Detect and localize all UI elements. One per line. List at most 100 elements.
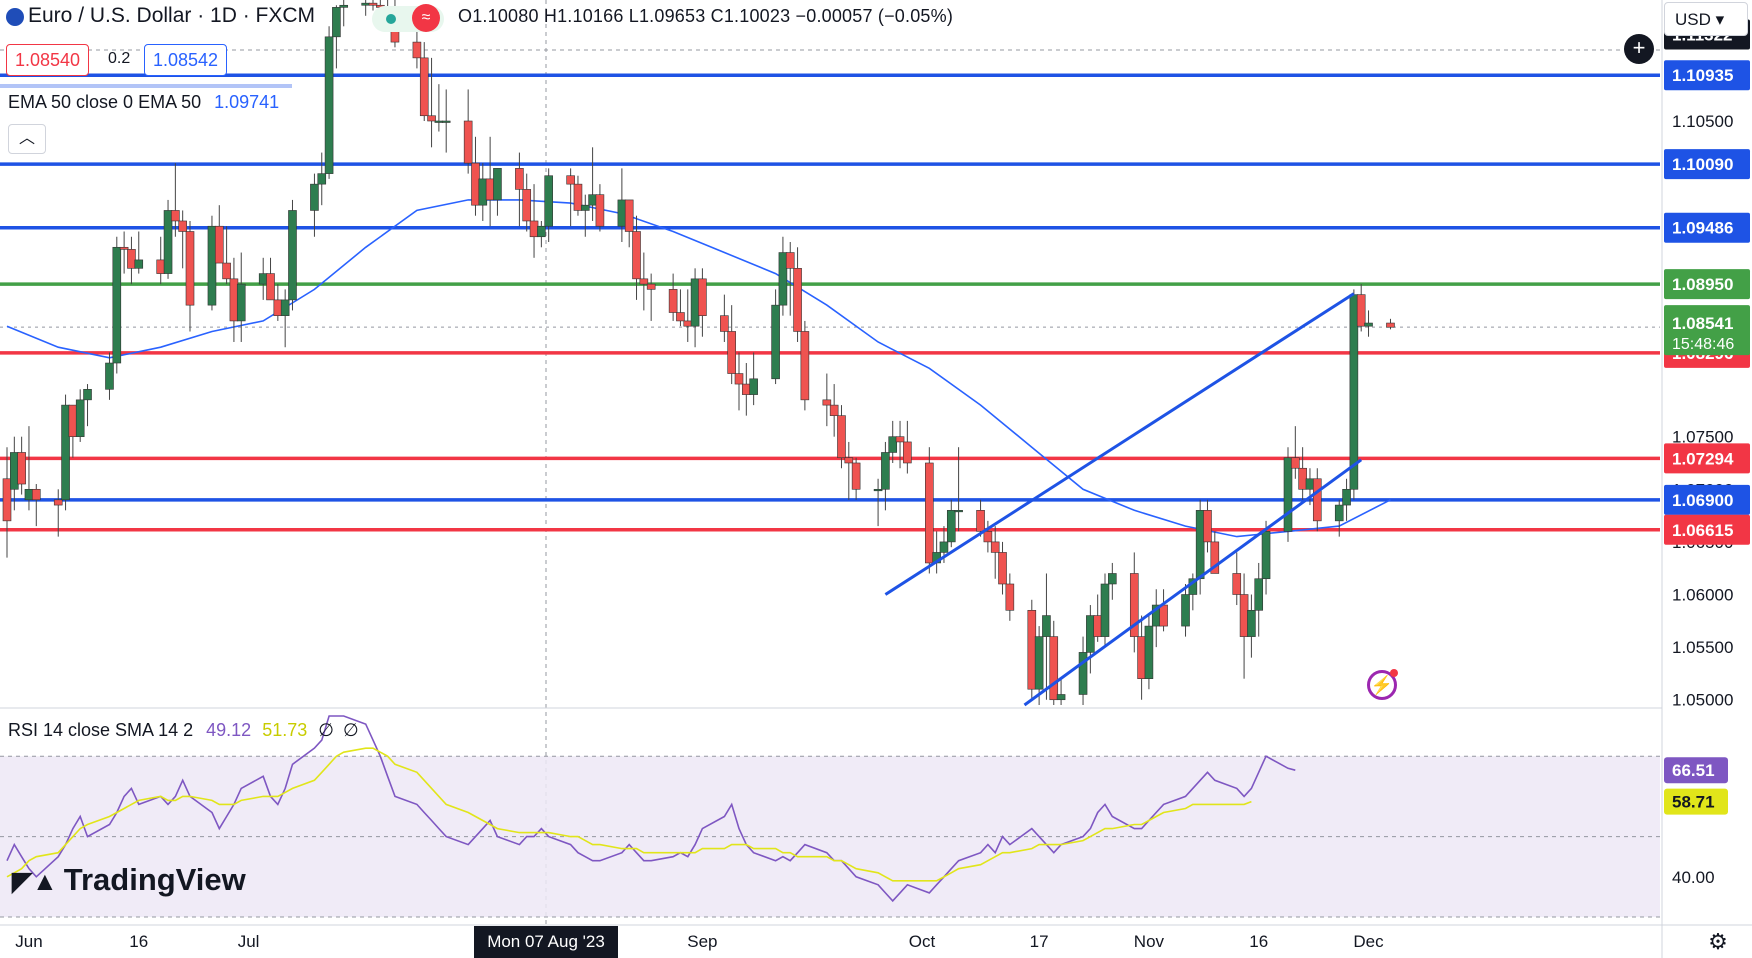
candle-up[interactable] [1108, 573, 1117, 585]
candle-down[interactable] [1239, 594, 1249, 637]
candle-down[interactable] [698, 278, 707, 316]
candle-down[interactable] [1386, 322, 1395, 328]
candle-down[interactable] [742, 383, 751, 395]
candle-down[interactable] [1210, 541, 1220, 574]
candle-down[interactable] [720, 315, 729, 332]
candle-up[interactable] [339, 4, 349, 8]
candle-down[interactable] [1137, 636, 1146, 679]
trendlines[interactable] [884, 292, 1363, 707]
candle-down[interactable] [683, 320, 693, 327]
candle-down[interactable] [646, 283, 656, 290]
candle-down[interactable] [734, 373, 744, 385]
candle-up[interactable] [1254, 578, 1264, 611]
candle-down[interactable] [156, 259, 166, 274]
candle-down[interactable] [1049, 636, 1059, 701]
candle-up[interactable] [441, 120, 451, 123]
candle-up[interactable] [1086, 615, 1095, 653]
candle-up[interactable] [288, 210, 297, 301]
candle-up[interactable] [588, 194, 597, 206]
candle-up[interactable] [258, 273, 268, 285]
candle-down[interactable] [427, 115, 436, 122]
candle-up[interactable] [1334, 504, 1344, 522]
candle-down[interactable] [676, 312, 685, 322]
candle-up[interactable] [207, 225, 217, 306]
candle-up[interactable] [749, 378, 758, 395]
candle-down[interactable] [485, 178, 495, 201]
candle-down[interactable] [1291, 457, 1300, 469]
candle-down[interactable] [1005, 583, 1015, 611]
candle-down[interactable] [727, 331, 736, 374]
candle-up[interactable] [134, 259, 144, 269]
candle-down[interactable] [639, 278, 649, 285]
candle-down[interactable] [1129, 573, 1139, 637]
candle-up[interactable] [105, 362, 114, 390]
candle-down[interactable] [1203, 510, 1212, 543]
candle-down[interactable] [844, 457, 854, 464]
candle-up[interactable] [61, 404, 70, 501]
candle-down[interactable] [800, 331, 810, 401]
candle-up[interactable] [434, 120, 444, 123]
candle-down[interactable] [529, 220, 539, 238]
rsi-legend[interactable]: RSI 14 close SMA 14 2 49.12 51.73 ∅ ∅ [8, 720, 359, 741]
candle-down[interactable] [1159, 604, 1168, 627]
candle-up[interactable] [1100, 583, 1110, 637]
candle-down[interactable] [17, 452, 26, 485]
candle-up[interactable] [493, 168, 502, 201]
candle-up[interactable] [317, 173, 327, 185]
currency-select[interactable]: USD ▾ [1664, 2, 1748, 36]
candle-down[interactable] [522, 189, 532, 222]
candle-down[interactable] [419, 57, 429, 117]
candle-up[interactable] [690, 278, 700, 327]
candle-up[interactable] [332, 7, 341, 38]
candle-up[interactable] [939, 541, 949, 553]
candle-up[interactable] [1078, 652, 1088, 695]
candle-up[interactable] [163, 210, 173, 274]
candle-down[interactable] [822, 399, 832, 406]
tradingview-logo[interactable]: ◤▲ TradingView [12, 862, 246, 898]
candle-up[interactable] [310, 183, 319, 211]
candle-down[interactable] [222, 262, 231, 280]
candle-down[interactable] [668, 289, 678, 313]
candle-down[interactable] [185, 231, 195, 306]
candle-down[interactable] [31, 488, 41, 501]
candle-up[interactable] [873, 488, 883, 492]
candle-up[interactable] [954, 510, 963, 513]
candle-up[interactable] [580, 204, 590, 211]
candle-down[interactable] [1232, 573, 1242, 595]
candle-up[interactable] [771, 304, 780, 380]
candlesticks[interactable] [2, 0, 1395, 705]
candle-down[interactable] [171, 210, 180, 222]
candle-up[interactable] [1181, 594, 1190, 627]
candle-down[interactable] [903, 441, 912, 464]
candle-up[interactable] [10, 452, 19, 490]
candle-up[interactable] [1247, 609, 1256, 637]
candle-down[interactable] [368, 2, 378, 6]
candle-up[interactable] [24, 488, 34, 501]
candle-up[interactable] [1261, 531, 1271, 580]
candle-down[interactable] [895, 436, 905, 443]
candle-down[interactable] [976, 510, 985, 532]
candle-down[interactable] [1298, 467, 1307, 490]
candle-down[interactable] [229, 278, 239, 322]
candle-up[interactable] [544, 175, 553, 227]
candle-down[interactable] [1356, 294, 1366, 327]
candle-down[interactable] [127, 249, 136, 269]
candle-down[interactable] [515, 168, 524, 190]
candle-down[interactable] [412, 41, 422, 59]
candle-down[interactable] [266, 273, 275, 301]
candle-down[interactable] [53, 499, 63, 506]
candle-down[interactable] [1093, 615, 1102, 637]
candle-up[interactable] [1349, 294, 1359, 490]
candle-down[interactable] [214, 225, 224, 264]
candle-up[interactable] [1056, 694, 1066, 701]
candle-up[interactable] [1305, 478, 1315, 490]
candle-down[interactable] [1312, 478, 1322, 522]
candle-down[interactable] [793, 268, 802, 332]
time-axis[interactable]: Jun16Jul16SepOct17Nov16Dec [0, 924, 1752, 951]
candle-down[interactable] [1027, 609, 1037, 690]
lightning-icon[interactable]: ⚡ [1367, 669, 1398, 700]
candle-down[interactable] [925, 462, 934, 564]
gear-icon[interactable]: ⚙ [1708, 929, 1728, 954]
trendline[interactable] [1023, 458, 1363, 707]
candle-up[interactable] [83, 389, 92, 401]
